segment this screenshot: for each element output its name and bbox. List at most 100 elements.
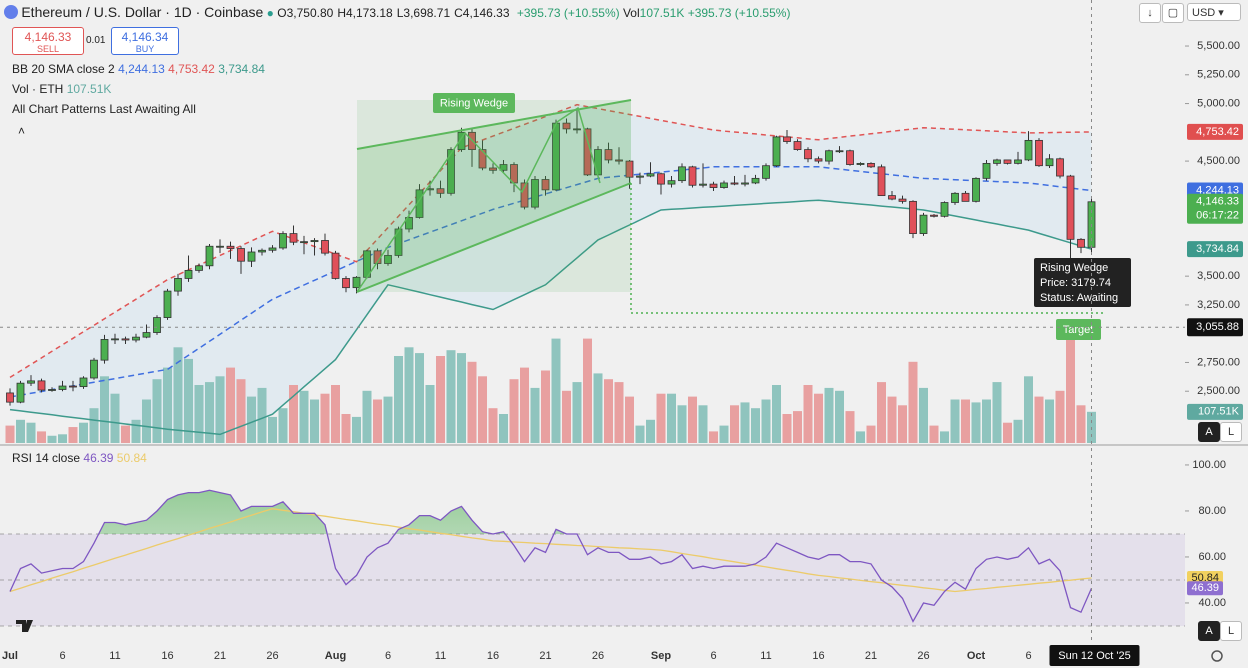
volume-bar	[793, 411, 802, 443]
volume-bar	[383, 396, 393, 443]
sell-button[interactable]: 4,146.33 SELL	[12, 27, 84, 55]
volume-bar	[583, 338, 592, 443]
candle-body	[331, 252, 340, 279]
collapse-icon[interactable]: ˄	[18, 124, 26, 138]
sell-label: SELL	[36, 44, 60, 54]
candle-body	[1066, 175, 1075, 240]
volume-bar	[1013, 419, 1023, 443]
candle-body	[1024, 139, 1033, 161]
candle-body	[1077, 238, 1085, 248]
candle-body	[604, 149, 613, 161]
candle-body	[447, 149, 455, 194]
volume-bar	[940, 431, 949, 443]
bb-basis	[9, 166, 1092, 398]
candle-body	[877, 166, 886, 197]
volume-bar	[1024, 376, 1033, 443]
candle-body	[646, 173, 655, 177]
candle-body	[961, 192, 970, 202]
auto-scale[interactable]: A	[1198, 422, 1220, 442]
volume-bar	[236, 379, 246, 443]
volume-bar	[1045, 399, 1054, 443]
volume-bar	[614, 382, 624, 443]
y-tick-label: 80.00	[1198, 505, 1226, 517]
candle-body	[247, 251, 256, 262]
candle-body	[289, 233, 298, 243]
rsi-value: 46.39	[83, 451, 114, 465]
y-tick-label: 5,250.00	[1197, 69, 1240, 81]
volume-bar	[509, 379, 519, 443]
candle-body	[394, 228, 403, 256]
volume-bar	[79, 422, 88, 443]
candle-body	[520, 182, 529, 208]
log-scale[interactable]: L	[1220, 422, 1242, 442]
rsi-line	[9, 489, 1093, 623]
candle-body	[258, 249, 266, 253]
volume-bar	[152, 379, 162, 443]
candle-body	[898, 198, 907, 202]
candle-body	[457, 131, 466, 150]
candle-body	[846, 150, 854, 165]
candle-body	[121, 338, 130, 341]
candle-body	[573, 128, 581, 131]
rsi-legend: RSI 14 close 46.39 50.84	[12, 451, 147, 465]
volume-bar	[551, 338, 561, 443]
volume-bar	[499, 414, 508, 443]
volume-bar	[635, 425, 645, 443]
patterns-legend: All Chart Patterns Last Awaiting All	[12, 102, 196, 116]
volume-bar	[310, 399, 319, 443]
target-label: Target	[1063, 324, 1094, 336]
volume-bar	[247, 396, 256, 443]
x-tick-label: 16	[161, 650, 173, 662]
candle-body	[835, 150, 844, 153]
volume-bar	[856, 431, 865, 443]
volume-bar	[898, 405, 907, 443]
candle-body	[79, 377, 88, 388]
candle-body	[321, 240, 329, 254]
candle-body	[772, 136, 781, 167]
y-tick-label: 2,500.00	[1197, 385, 1240, 397]
volume-bar	[646, 419, 655, 443]
candle-body	[384, 255, 392, 264]
volume-bar	[341, 414, 351, 443]
candle-body	[100, 339, 109, 361]
crosshair-price-box	[1187, 318, 1243, 337]
x-tick-label: 26	[266, 650, 278, 662]
candle-body	[814, 158, 823, 162]
x-tick-label: 26	[917, 650, 929, 662]
log-scale[interactable]: L	[1220, 621, 1242, 641]
candle-body	[825, 150, 833, 162]
vol: 107.51K	[639, 6, 685, 20]
download-button[interactable]: ↓	[1139, 3, 1161, 23]
x-tick-label: Jul	[2, 650, 18, 662]
settings-icon[interactable]	[1211, 650, 1223, 662]
wedge-lower	[356, 182, 632, 293]
volume-bar	[425, 385, 435, 443]
candle-body	[111, 338, 119, 341]
crosshair-price: 3,055.88	[1196, 321, 1239, 333]
currency-select[interactable]: USD ▾	[1187, 3, 1241, 21]
candle-body	[751, 177, 760, 184]
volume-bar	[373, 399, 382, 443]
ohlc-value: 4,173.18	[346, 6, 393, 20]
buy-button[interactable]: 4,146.34 BUY	[111, 27, 179, 55]
volume-bar	[814, 393, 823, 443]
fullscreen-button[interactable]: ▢	[1162, 3, 1184, 23]
bb-title: BB 20 SMA close 2	[12, 62, 115, 76]
candle-body	[279, 233, 287, 249]
volume-bar	[667, 393, 676, 443]
wedge-fill	[357, 100, 631, 292]
rsi-pane	[0, 489, 1185, 627]
volume-bar	[184, 358, 193, 443]
volume-bar	[1034, 396, 1044, 443]
target-line	[630, 183, 1103, 314]
volume-bar	[289, 385, 298, 443]
x-tick-label: 11	[435, 650, 446, 662]
auto-scale[interactable]: A	[1198, 621, 1220, 641]
volume-bar	[205, 382, 214, 443]
x-tick-label: Aug	[325, 650, 346, 662]
volume-badge	[1187, 403, 1243, 420]
candle-body	[951, 192, 959, 203]
x-tick-label: 16	[812, 650, 824, 662]
volume-bar	[352, 416, 361, 443]
